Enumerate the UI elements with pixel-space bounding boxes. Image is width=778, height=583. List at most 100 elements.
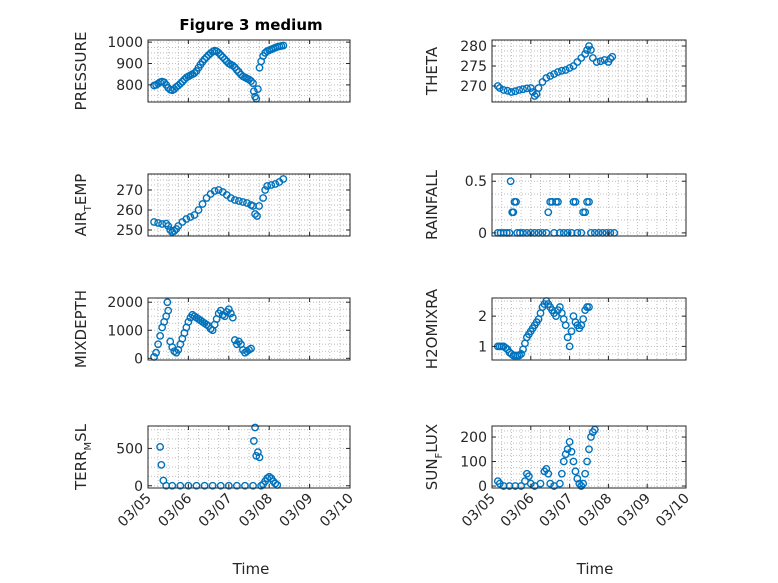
data-point — [512, 197, 520, 206]
data-point — [567, 327, 576, 336]
data-point — [208, 481, 217, 490]
data-point — [251, 210, 259, 218]
x-tick-label: 03/06 — [155, 490, 195, 530]
data-point — [511, 87, 520, 96]
data-point — [168, 343, 177, 351]
data-point — [271, 180, 280, 188]
data-point — [255, 453, 264, 462]
x-tick-label: 03/10 — [317, 491, 357, 531]
x-tick-label: 03/09 — [277, 491, 317, 531]
y-axis-label: SUNFLUX — [423, 424, 445, 490]
data-point — [561, 321, 570, 330]
data-point — [544, 469, 553, 478]
data-point — [565, 64, 574, 72]
data-point — [583, 457, 591, 466]
y-tick-label: 800 — [116, 78, 143, 94]
data-point — [226, 309, 235, 318]
subplot-mixdepth: 0 1000 2000 MIXDEPTH — [72, 290, 351, 368]
data-point — [218, 53, 227, 62]
y-tick-label: 260 — [116, 203, 143, 219]
data-point — [251, 423, 259, 432]
data-point — [579, 315, 588, 324]
data-point — [542, 464, 551, 473]
data-point — [257, 481, 266, 490]
data-point — [507, 88, 516, 96]
data-point — [530, 92, 539, 100]
x-tick-label: 03/05 — [459, 491, 499, 531]
data-point — [569, 457, 578, 466]
data-point — [228, 61, 237, 70]
data-point — [150, 218, 158, 226]
data-point — [279, 41, 288, 50]
data-point — [271, 479, 280, 488]
y-tick-label: 1 — [478, 339, 487, 355]
data-point — [592, 58, 601, 66]
data-point — [241, 481, 249, 490]
data-point — [495, 84, 504, 92]
data-point — [192, 481, 201, 490]
x-tick-label: 03/09 — [614, 491, 654, 531]
data-point — [588, 54, 597, 62]
y-axis-label: H2OMIXRA — [423, 288, 441, 369]
subplot-air-temp: 250 260 270 AIRTEMP — [72, 173, 351, 239]
data-point — [210, 187, 219, 195]
data-point — [224, 481, 233, 490]
data-point — [232, 481, 241, 490]
data-point — [249, 87, 258, 96]
data-point — [528, 88, 537, 96]
data-point — [563, 333, 572, 342]
data-point — [174, 81, 183, 90]
axes-box — [491, 297, 687, 361]
data-point — [544, 208, 553, 217]
data-point — [220, 312, 229, 321]
data-point — [168, 481, 177, 490]
x-tick-label: 03/10 — [653, 491, 693, 531]
data-point — [587, 46, 595, 54]
data-point — [567, 447, 576, 456]
axes-box — [147, 39, 351, 103]
data-point — [176, 79, 185, 88]
figure-title: Figure 3 medium — [179, 16, 322, 34]
data-point — [606, 54, 615, 63]
data-point — [234, 197, 243, 205]
data-point — [523, 84, 531, 93]
data-point — [156, 443, 165, 451]
x-tick-label: 03/05 — [115, 491, 155, 531]
axes-box — [147, 173, 351, 237]
data-point — [581, 50, 590, 58]
y-axis-label: RAINFALL — [423, 169, 441, 240]
xlabel-right: Time — [576, 560, 614, 578]
data-point — [526, 84, 535, 92]
data-point — [156, 331, 165, 340]
data-point — [279, 175, 288, 183]
data-point — [259, 194, 268, 202]
data-point — [253, 85, 262, 94]
data-point — [216, 51, 225, 59]
data-point — [154, 219, 163, 227]
data-point — [573, 474, 582, 483]
y-axis-label: AIRTEMP — [72, 174, 94, 237]
data-point — [509, 208, 518, 217]
data-point — [581, 208, 590, 217]
data-point — [216, 481, 225, 490]
x-tick-label: 03/08 — [236, 491, 276, 531]
data-point — [253, 448, 262, 457]
data-point — [247, 344, 255, 353]
data-point — [517, 350, 525, 358]
data-point — [506, 177, 515, 186]
data-point — [577, 54, 586, 62]
data-point — [569, 62, 578, 70]
data-point — [190, 211, 199, 219]
data-point — [239, 198, 247, 206]
data-point — [565, 438, 574, 446]
data-point — [571, 197, 580, 206]
data-point — [214, 186, 223, 194]
data-point — [265, 472, 274, 481]
data-point — [152, 348, 160, 357]
y-tick-label: 2000 — [107, 295, 143, 311]
data-point — [585, 42, 593, 50]
subplot-h2omixra: 1 2 H2OMIXRA — [423, 288, 687, 369]
data-point — [186, 213, 195, 221]
data-point — [243, 199, 251, 207]
data-point — [230, 336, 239, 344]
